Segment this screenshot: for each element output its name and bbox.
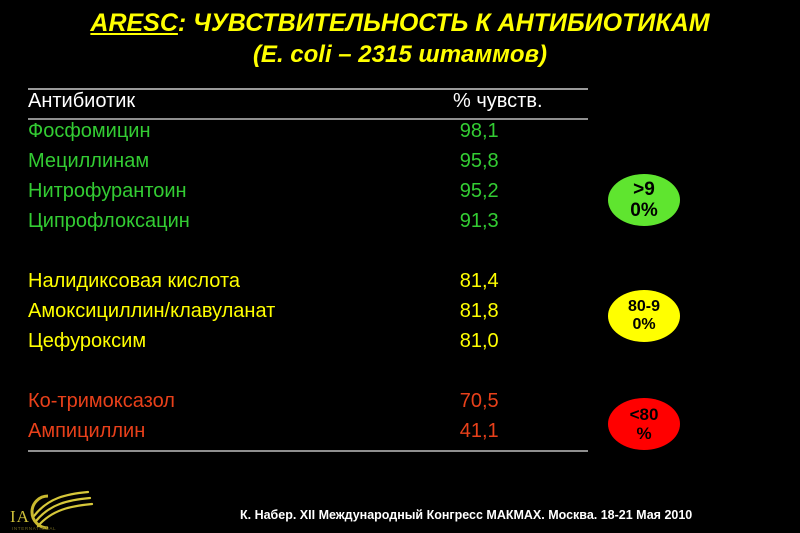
table-header-row: Антибиотик % чувств. — [28, 90, 588, 118]
group-spacer — [28, 360, 588, 390]
antibiotic-name: Мециллинам — [28, 150, 150, 172]
antibiotic-value: 81,0 — [459, 330, 499, 352]
group-spacer — [28, 240, 588, 270]
legend-badge-medium-line2: 0% — [632, 316, 656, 333]
antibiotic-name: Амоксициллин/клавуланат — [28, 300, 276, 322]
table-header-rule — [28, 118, 588, 120]
antibiotic-name: Ко-тримоксазол — [28, 390, 175, 412]
footer-citation: К. Набер. XII Международный Конгресс МАК… — [240, 508, 693, 522]
svg-text:IA: IA — [10, 507, 30, 526]
title-line-1-rest: : ЧУВСТВИТЕЛЬНОСТЬ К АНТИБИОТИКАМ — [177, 9, 710, 37]
table-row: Ципрофлоксацин 91,3 — [28, 210, 588, 240]
table-top-rule — [28, 88, 588, 90]
antibiotic-name: Налидиксовая кислота — [28, 270, 241, 292]
susceptibility-table: Антибиотик % чувств. Фосфомицин 98,1 Мец… — [28, 88, 588, 452]
svg-text:INTERNATIONAL: INTERNATIONAL — [12, 526, 56, 531]
table-row: Ампициллин 41,1 — [28, 420, 588, 450]
table-row: Нитрофурантоин 95,2 — [28, 180, 588, 210]
antibiotic-name: Фосфомицин — [28, 120, 151, 142]
organization-logo: IA INTERNATIONAL — [4, 486, 100, 532]
legend-badge-high-line1: >9 — [633, 179, 655, 200]
antibiotic-value: 91,3 — [459, 210, 499, 232]
table-row: Мециллинам 95,8 — [28, 150, 588, 180]
legend-badge-medium: 80-9 0% — [608, 290, 680, 342]
antibiotic-name: Цефуроксим — [28, 330, 147, 352]
antibiotic-value: 98,1 — [459, 120, 499, 142]
title-line-1: ARESC: ЧУВСТВИТЕЛЬНОСТЬ К АНТИБИОТИКАМ — [0, 8, 800, 39]
title-line-2: (E. coli – 2315 штаммов) — [252, 41, 548, 68]
table-row: Налидиксовая кислота 81,4 — [28, 270, 588, 300]
group-low-susceptibility: Ко-тримоксазол 70,5 Ампициллин 41,1 — [28, 390, 588, 450]
antibiotic-value: 70,5 — [459, 390, 499, 412]
table-row: Ко-тримоксазол 70,5 — [28, 390, 588, 420]
group-medium-susceptibility: Налидиксовая кислота 81,4 Амоксициллин/к… — [28, 270, 588, 360]
antibiotic-name: Ципрофлоксацин — [28, 210, 190, 232]
study-acronym: ARESC — [90, 9, 178, 37]
antibiotic-value: 81,8 — [459, 300, 499, 322]
legend-badge-high: >9 0% — [608, 174, 680, 226]
legend-badge-medium-line1: 80-9 — [627, 298, 661, 315]
iac-logo-icon: IA INTERNATIONAL — [10, 490, 94, 531]
table-row: Фосфомицин 98,1 — [28, 120, 588, 150]
antibiotic-value: 95,8 — [459, 150, 499, 172]
slide-title: ARESC: ЧУВСТВИТЕЛЬНОСТЬ К АНТИБИОТИКАМ (… — [0, 8, 800, 70]
column-header-antibiotic: Антибиотик — [28, 90, 136, 112]
legend-badge-low: <80 % — [608, 398, 680, 450]
antibiotic-name: Ампициллин — [28, 420, 146, 442]
column-header-percent: % чувств. — [453, 90, 543, 112]
legend-badge-low-line2: % — [636, 424, 652, 443]
table-row: Цефуроксим 81,0 — [28, 330, 588, 360]
group-high-susceptibility: Фосфомицин 98,1 Мециллинам 95,8 Нитрофур… — [28, 120, 588, 240]
table-bottom-rule — [28, 450, 588, 452]
legend-badge-low-line1: <80 — [629, 405, 659, 424]
legend-badge-high-line2: 0% — [630, 200, 658, 221]
table-row: Амоксициллин/клавуланат 81,8 — [28, 300, 588, 330]
antibiotic-name: Нитрофурантоин — [28, 180, 187, 202]
antibiotic-value: 41,1 — [459, 420, 499, 442]
antibiotic-value: 81,4 — [459, 270, 499, 292]
antibiotic-value: 95,2 — [459, 180, 499, 202]
